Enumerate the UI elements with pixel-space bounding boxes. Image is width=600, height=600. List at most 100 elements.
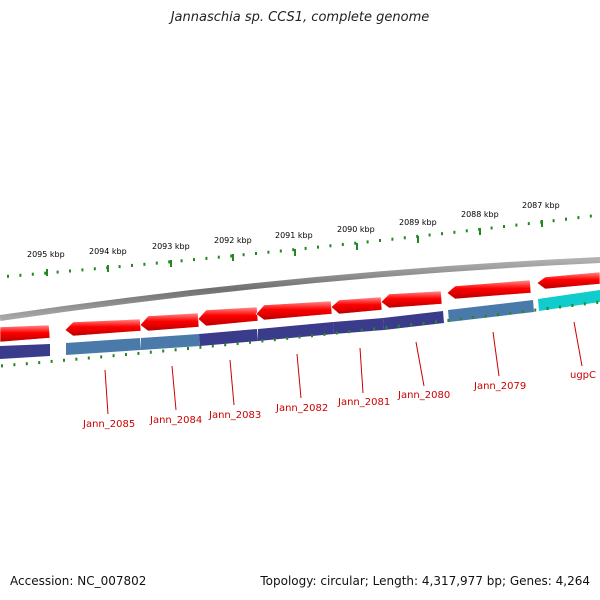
scale-minor-tick — [323, 332, 326, 336]
scale-minor-tick — [565, 217, 567, 221]
cog-segment — [66, 338, 141, 355]
scale-minor-tick — [484, 314, 487, 318]
genome-summary-text: Topology: circular; Length: 4,317,977 bp… — [260, 574, 590, 588]
gene-arrow[interactable] — [139, 312, 200, 332]
scale-minor-ticks-lower — [1, 300, 599, 368]
scale-minor-tick — [589, 214, 592, 218]
scale-minor-tick — [403, 236, 406, 240]
cog-segment — [333, 318, 384, 334]
cog-segment — [141, 334, 200, 350]
gene-arrow[interactable] — [0, 324, 51, 343]
scale-minor-tick — [69, 269, 71, 273]
scale-major-ticks — [46, 220, 543, 276]
gene-arrow[interactable] — [446, 279, 532, 300]
scale-minor-tick — [75, 357, 78, 361]
cog-track — [0, 290, 600, 359]
scale-minor-tick — [583, 302, 586, 306]
scale-minor-tick — [435, 320, 437, 324]
scale-minor-tick — [447, 318, 450, 322]
accession-text: Accession: NC_007802 — [10, 574, 147, 588]
scale-minor-tick — [224, 343, 227, 347]
scale-minor-tick — [44, 271, 47, 275]
leader-line — [229, 359, 235, 406]
genome-backbone — [0, 257, 600, 321]
gene-label[interactable]: Jann_2079 — [473, 381, 526, 392]
scale-minor-tick — [100, 355, 103, 359]
scale-minor-tick — [410, 323, 413, 327]
scale-minor-tick — [56, 270, 59, 274]
scale-minor-tick — [385, 326, 388, 329]
scale-minor-tick — [81, 268, 84, 272]
cog-segment — [0, 344, 50, 359]
scale-tick-label: 2090 kbp — [337, 225, 375, 234]
scale-minor-tick — [38, 361, 41, 365]
scale-minor-tick — [131, 263, 133, 267]
scale-minor-tick — [453, 230, 456, 234]
scale-tick-label: 2095 kbp — [27, 250, 65, 259]
scale-minor-tick — [19, 273, 22, 277]
scale-minor-tick — [459, 317, 462, 321]
gene-arrow[interactable] — [197, 306, 259, 327]
scale-minor-tick — [546, 307, 549, 310]
scale-minor-tick — [391, 237, 394, 241]
scale-minor-tick — [249, 340, 251, 344]
scale-minor-tick — [379, 239, 381, 242]
gene-label[interactable]: Jann_2084 — [149, 415, 202, 426]
cog-segment — [383, 311, 444, 330]
gene-arrow-track — [0, 271, 600, 343]
gene-arrow[interactable] — [255, 300, 333, 321]
scale-minor-tick — [521, 310, 524, 314]
scale-minor-tick — [187, 347, 189, 350]
scale-minor-tick — [13, 363, 16, 367]
gene-label[interactable]: Jann_2080 — [397, 390, 450, 401]
gene-label-leaders — [104, 321, 583, 415]
cog-segment — [448, 300, 534, 322]
scale-tick-label: 2091 kbp — [275, 231, 313, 240]
gene-label[interactable]: ugpC — [570, 370, 596, 381]
scale-minor-tick — [329, 244, 332, 248]
scale-minor-tick — [317, 245, 319, 249]
leader-line — [415, 341, 425, 387]
scale-tick-label: 2088 kbp — [461, 210, 499, 219]
gene-labels: Jann_2085 Jann_2084 Jann_2083 Jann_2082 … — [82, 370, 596, 430]
scale-minor-tick — [205, 256, 208, 260]
scale-minor-tick — [118, 265, 121, 269]
scale-minor-tick — [279, 249, 282, 253]
scale-minor-tick — [125, 353, 127, 357]
scale-minor-tick — [211, 344, 214, 348]
scale-tick-label: 2087 kbp — [522, 201, 560, 210]
scale-minor-tick — [162, 349, 165, 353]
gene-label[interactable]: Jann_2085 — [82, 419, 135, 430]
gene-arrow[interactable] — [380, 290, 443, 309]
scale-tick-label: 2093 kbp — [152, 242, 190, 251]
scale-minor-tick — [509, 311, 512, 315]
scale-minor-tick — [292, 248, 295, 252]
scale-minor-tick — [571, 304, 574, 307]
page-title: Jannaschia sp. CCS1, complete genome — [170, 10, 430, 25]
gene-label[interactable]: Jann_2083 — [208, 410, 261, 421]
scale-minor-tick — [217, 255, 220, 259]
gene-label[interactable]: Jann_2081 — [337, 397, 390, 408]
scale-minor-tick — [143, 262, 146, 266]
scale-minor-tick — [137, 351, 140, 355]
gene-arrow[interactable] — [64, 318, 142, 337]
gene-arrow[interactable] — [536, 271, 600, 290]
gene-label[interactable]: Jann_2082 — [275, 403, 328, 414]
scale-minor-tick — [25, 362, 28, 366]
scale-minor-tick — [341, 243, 344, 246]
scale-minor-tick — [199, 345, 202, 349]
gene-arrow[interactable] — [330, 296, 383, 315]
scale-tick-label: 2089 kbp — [399, 218, 437, 227]
scale-minor-tick — [242, 253, 245, 257]
scale-minor-tick — [348, 330, 351, 334]
scale-minor-tick — [87, 356, 90, 360]
cog-segment — [199, 329, 258, 346]
scale-minor-tick — [149, 350, 152, 354]
scale-minor-tick — [168, 260, 171, 264]
scale-minor-tick — [255, 252, 257, 255]
scale-minor-tick — [180, 259, 183, 263]
scale-minor-tick — [552, 219, 555, 223]
scale-minor-tick — [273, 338, 276, 342]
scale-minor-tick — [31, 272, 34, 276]
